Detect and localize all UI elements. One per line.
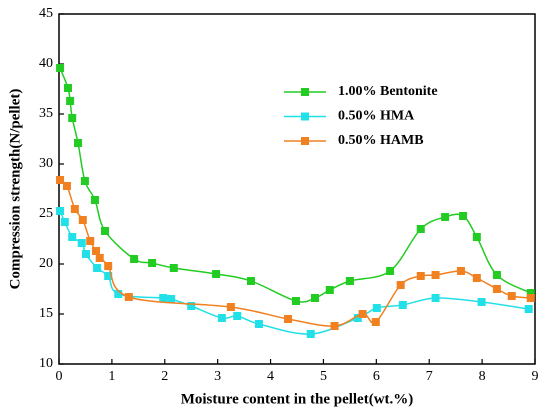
point [306,330,315,338]
x-tick-label: 0 [56,369,63,384]
legend-marker [301,88,309,96]
point [233,312,242,320]
point [95,254,104,262]
point [431,294,440,302]
y-tick-label: 30 [39,156,53,171]
point [386,267,395,275]
x-tick-label: 2 [161,369,168,384]
point [63,84,72,92]
point [124,293,133,301]
point [358,310,367,318]
point [68,233,77,241]
point [353,314,362,322]
point [56,64,65,72]
point [93,264,102,272]
y-tick-label: 15 [39,306,53,321]
x-axis-label: Moisture content in the pellet(wt.%) [181,391,414,407]
y-tick-label: 45 [39,6,53,21]
point [62,182,71,190]
point [492,285,501,293]
point [56,176,65,184]
point [396,281,405,289]
point [130,255,139,263]
x-tick-label: 8 [479,369,486,384]
point [441,213,450,221]
point [56,207,65,215]
point [416,272,425,280]
x-tick-label: 9 [532,369,539,384]
point [81,250,90,258]
point [416,225,425,233]
point [212,270,221,278]
x-tick-label: 7 [426,369,433,384]
point [80,177,89,185]
point [472,274,481,282]
point [472,233,481,241]
point [310,294,319,302]
point [325,286,334,294]
point [477,298,486,306]
point [330,322,339,330]
x-tick-label: 4 [267,369,274,384]
point [371,318,380,326]
legend-label: 0.50% HAMB [338,133,424,148]
point [524,305,533,313]
x-tick-label: 5 [320,369,327,384]
point [456,267,465,275]
point [92,247,101,255]
point [507,292,516,300]
y-tick-label: 20 [39,256,53,271]
legend-marker [301,137,309,145]
point [246,277,255,285]
point [459,212,468,220]
point [169,264,178,272]
point [167,295,176,303]
x-tick-label: 1 [108,369,115,384]
y-tick-label: 10 [39,356,53,371]
y-tick-label: 35 [39,106,53,121]
point [104,262,113,270]
point [226,303,235,311]
legend-label: 1.00% Bentonite [338,84,438,99]
point [68,114,77,122]
point [187,302,196,310]
y-tick-label: 40 [39,56,53,71]
point [398,301,407,309]
series-line [59,179,531,327]
point [526,289,535,297]
point [492,271,501,279]
legend-marker [301,112,309,121]
point [431,271,440,279]
point [104,272,113,280]
point [86,237,95,245]
point [148,259,157,267]
point [60,218,69,226]
point [70,205,79,213]
series-line [59,67,532,303]
plot-frame [58,13,536,365]
point [77,239,86,247]
point [372,304,381,312]
point [254,320,263,328]
y-axis-label: Compression strength(N/pellet) [7,89,23,290]
point [78,216,87,224]
legend-label: 0.50% HMA [338,109,415,124]
x-tick-label: 6 [373,369,380,384]
point [291,297,300,305]
point [217,314,226,322]
point [90,196,99,204]
point [345,277,354,285]
point [526,294,535,302]
y-tick-label: 25 [39,206,53,221]
point [159,294,168,302]
point [101,227,110,235]
point [66,97,75,105]
x-tick-label: 3 [214,369,221,384]
point [284,315,293,323]
point [74,139,83,147]
point [114,290,123,298]
